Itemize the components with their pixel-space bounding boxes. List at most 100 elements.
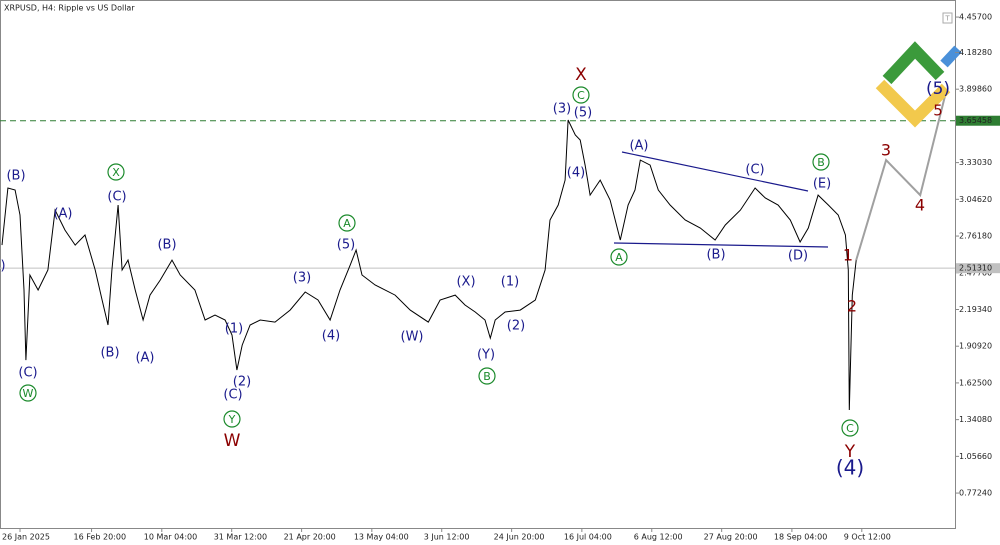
wave-circle bbox=[478, 367, 496, 385]
wave-circle bbox=[107, 163, 125, 181]
wave-label: (2) bbox=[233, 375, 251, 390]
wave-label: (4) bbox=[567, 166, 585, 181]
wave-label: 1 bbox=[843, 246, 853, 265]
wave-label: 5 bbox=[933, 102, 943, 120]
x-tick-label: 31 Mar 12:00 bbox=[214, 533, 267, 542]
wave-label: (E) bbox=[813, 177, 831, 192]
wave-circle bbox=[19, 384, 37, 402]
wave-label: (4) bbox=[836, 456, 864, 480]
labels: (B))(A)(C)WX(C)(B) (A)(B)(1)(2)(C)YW(3)(4… bbox=[0, 65, 950, 480]
wave-label: (5) bbox=[337, 238, 355, 253]
wave-label: (B) bbox=[6, 169, 25, 184]
logo-green bbox=[882, 41, 945, 85]
logo-blue bbox=[940, 45, 962, 68]
wave-label: (3) bbox=[293, 271, 311, 286]
y-tick-label: 1.90920 bbox=[959, 342, 992, 351]
wave-circle bbox=[572, 86, 590, 104]
price-label-bg bbox=[956, 263, 1000, 274]
wave-label: 3 bbox=[881, 141, 891, 160]
wave-circle bbox=[841, 419, 859, 437]
wave-label: (5) bbox=[574, 106, 592, 121]
wave-label: (C) bbox=[223, 388, 242, 403]
y-tick-label: 3.04620 bbox=[959, 195, 992, 204]
wave-label: ) bbox=[0, 259, 5, 274]
wave-label: A bbox=[615, 251, 623, 264]
chart-title: XRPUSD, H4: Ripple vs US Dollar bbox=[4, 4, 135, 13]
wave-circle bbox=[812, 153, 830, 171]
y-tick-label: 0.77240 bbox=[959, 489, 992, 498]
wave-label: (1) bbox=[501, 275, 519, 290]
x-tick-label: 10 Mar 04:00 bbox=[144, 533, 197, 542]
price-label: 3.65458 bbox=[959, 116, 992, 125]
wave-label: (A) bbox=[629, 139, 648, 154]
price-label: 2.51310 bbox=[959, 264, 992, 273]
wave-label: (B) bbox=[157, 238, 176, 253]
plot-frame bbox=[0, 0, 956, 529]
wave-label: (C) bbox=[18, 366, 37, 381]
y-tick-label: 1.05660 bbox=[959, 452, 992, 461]
trend-line bbox=[613, 242, 829, 248]
wave-label: (D) bbox=[788, 249, 808, 264]
wave-circle bbox=[338, 214, 356, 232]
y-tick-label: 3.33030 bbox=[959, 158, 992, 167]
wave-circle bbox=[223, 410, 241, 428]
x-tick-label: 16 Feb 20:00 bbox=[74, 533, 126, 542]
wave-label: (3) bbox=[553, 102, 571, 117]
x-tick-label: 21 Apr 20:00 bbox=[284, 533, 336, 542]
y-tick-label: 3.89860 bbox=[959, 85, 992, 94]
wave-label: B bbox=[817, 156, 825, 169]
logo-yellow bbox=[875, 79, 951, 128]
wave-label: (B) bbox=[100, 346, 119, 361]
wave-label: W bbox=[23, 387, 34, 400]
y-tick-label: 4.45700 bbox=[959, 13, 992, 22]
x-tick-label: 24 Jun 20:00 bbox=[494, 533, 545, 542]
wave-label: (W) bbox=[401, 330, 424, 345]
y-tick-label: 1.34080 bbox=[959, 415, 992, 424]
icon-label: T bbox=[944, 15, 950, 23]
y-tick-label: 1.62500 bbox=[959, 378, 992, 387]
wave-label: Y bbox=[844, 442, 856, 462]
wave-label: (A) bbox=[135, 351, 154, 366]
x-tick-label: 3 Jun 12:00 bbox=[424, 533, 470, 542]
wave-label: X bbox=[112, 166, 120, 179]
wave-label: X bbox=[575, 65, 587, 85]
x-tick-label: 27 Aug 20:00 bbox=[704, 533, 758, 542]
price-label-bg bbox=[956, 115, 1000, 126]
wave-label: C bbox=[577, 89, 585, 102]
x-tick-label: 16 Jul 04:00 bbox=[564, 533, 612, 542]
wave-label: (1) bbox=[225, 322, 243, 337]
wave-label: (B) bbox=[706, 248, 725, 263]
y-tick-label: 2.19340 bbox=[959, 305, 992, 314]
x-tick-label: 18 Sep 04:00 bbox=[774, 533, 827, 542]
wave-label: 4 bbox=[915, 196, 925, 215]
wave-label: (Y) bbox=[477, 348, 495, 363]
wave-label: B bbox=[483, 370, 491, 383]
x-tick-label: 13 May 04:00 bbox=[354, 533, 409, 542]
wave-label: (4) bbox=[322, 329, 340, 344]
icon-box[interactable] bbox=[942, 12, 953, 24]
wave-label: W bbox=[224, 431, 241, 451]
marks bbox=[0, 94, 955, 411]
wave-label: (5) bbox=[926, 79, 950, 99]
wave-label: (C) bbox=[107, 190, 126, 205]
wave-label: (A) bbox=[53, 207, 72, 222]
wave-label: C bbox=[846, 422, 854, 435]
trend-line bbox=[621, 151, 809, 192]
x-tick-label: 6 Aug 12:00 bbox=[634, 533, 683, 542]
x-tick-label: 9 Oct 12:00 bbox=[844, 533, 891, 542]
x-tick-label: 26 Jan 2025 bbox=[2, 533, 50, 542]
projection-line bbox=[855, 94, 947, 261]
wave-label: (2) bbox=[507, 319, 525, 334]
wave-label: (X) bbox=[456, 275, 475, 290]
logo bbox=[875, 41, 962, 128]
wave-label: A bbox=[343, 217, 351, 230]
wave-label: (C) bbox=[745, 163, 764, 178]
price-line-series bbox=[1, 119, 857, 411]
y-tick-label: 4.18280 bbox=[959, 48, 992, 57]
wave-circle bbox=[610, 248, 628, 266]
y-tick-label: 2.76180 bbox=[959, 232, 992, 241]
wave-label: Y bbox=[228, 413, 236, 426]
wave-label: 2 bbox=[847, 297, 857, 316]
